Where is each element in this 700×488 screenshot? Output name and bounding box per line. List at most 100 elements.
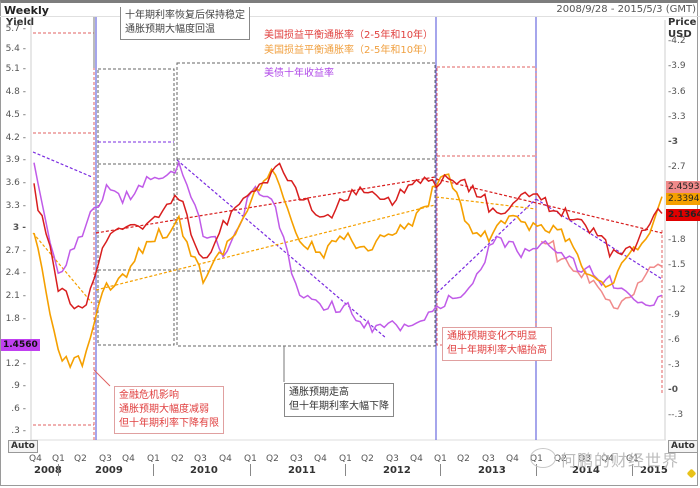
date-range: 2008/9/28 - 2015/5/3 (GMT) xyxy=(556,4,696,15)
x-quarter-label: Q1 xyxy=(147,454,160,464)
wechat-icon xyxy=(530,448,556,468)
legend-orange: 美国损益平衡通胀率（2-5年和10年） xyxy=(264,45,434,56)
left-tick: .6 - xyxy=(11,404,26,414)
x-year-separator xyxy=(153,464,154,476)
note-mid-line1: 通胀预期走高 xyxy=(289,387,349,398)
trend-purple-2 xyxy=(176,159,387,339)
trend-orange-2 xyxy=(32,232,93,304)
left-tick: 1.2 - xyxy=(5,359,26,369)
note-top-line1: 十年期利率恢复后保持稳定 xyxy=(125,10,245,21)
note-mid-line2: 但十年期利率大幅下降 xyxy=(289,401,389,412)
x-year-label: 2010 xyxy=(190,465,218,476)
right-axis-auto-button[interactable]: Auto xyxy=(668,440,698,453)
note-crisis: 金融危机影响 通胀预期大幅度减弱 但十年期利率下降有限 xyxy=(114,386,224,434)
right-tick: -.6 xyxy=(668,335,680,345)
left-tick: 3.3 - xyxy=(5,201,26,211)
right-axis-title: Price USD xyxy=(668,17,696,41)
badge-purple-last: 1.4560 xyxy=(1,339,40,351)
plot-area xyxy=(30,17,666,441)
left-tick: 5.4 - xyxy=(5,44,26,54)
x-quarter-label: Q2 xyxy=(266,454,279,464)
x-quarter-label: Q3 xyxy=(194,454,207,464)
x-year-separator xyxy=(345,464,346,476)
x-quarter-label: Q1 xyxy=(244,454,257,464)
badge-red-last: 2.1364 xyxy=(666,209,700,221)
x-quarter-label: Q1 xyxy=(626,454,639,464)
right-tick: -3.9 xyxy=(668,61,686,71)
x-quarter-label: Q4 xyxy=(219,454,232,464)
x-quarter-label: Q4 xyxy=(410,454,423,464)
trend-orange-1 xyxy=(95,204,436,291)
left-tick: 4.8 - xyxy=(5,87,26,97)
connector-crisis-note xyxy=(93,369,111,387)
trend-purple-3 xyxy=(436,198,537,294)
series-pink-line xyxy=(540,239,663,310)
note-mid: 通胀预期走高 但十年期利率大幅下降 xyxy=(284,383,394,417)
x-year-separator xyxy=(440,464,441,476)
x-quarter-label: Q4 xyxy=(314,454,327,464)
x-year-label: 2013 xyxy=(478,465,506,476)
right-tick: -.3 xyxy=(668,360,680,370)
right-tick: -4.2 xyxy=(668,36,686,46)
x-year-label: 2008 xyxy=(34,465,62,476)
badge-pink-last: 2.4593 xyxy=(666,181,700,193)
x-year-label: 2009 xyxy=(95,465,123,476)
x-quarter-label: Q4 xyxy=(29,454,42,464)
x-quarter-label: Q3 xyxy=(482,454,495,464)
left-tick: 3.6 - xyxy=(5,178,26,188)
x-year-separator xyxy=(632,464,633,476)
note-right-line1: 通胀预期变化不明显 xyxy=(447,331,537,342)
x-year-label: 2011 xyxy=(288,465,316,476)
right-tick: --.3 xyxy=(668,410,684,420)
x-quarter-label: Q1 xyxy=(339,454,352,464)
right-tick: -3 xyxy=(668,137,678,147)
header-divider xyxy=(0,16,700,17)
left-tick: 3 - xyxy=(12,223,26,233)
right-axis-title-price: Price xyxy=(668,17,697,28)
trend-purple-1 xyxy=(32,151,93,178)
x-year-label: 2014 xyxy=(572,465,600,476)
left-tick: 4.5 - xyxy=(5,110,26,120)
x-quarter-label: Q2 xyxy=(74,454,87,464)
x-quarter-label: Q4 xyxy=(601,454,614,464)
range-box-grey-1 xyxy=(97,68,175,346)
x-quarter-label: Q2 xyxy=(171,454,184,464)
right-tick: -3.6 xyxy=(668,87,686,97)
left-axis-auto-button[interactable]: Auto xyxy=(8,440,38,453)
range-box-red-1 xyxy=(33,32,95,440)
x-quarter-label: Q2 xyxy=(457,454,470,464)
x-quarter-label: Q4 xyxy=(122,454,135,464)
x-quarter-label: Q3 xyxy=(386,454,399,464)
right-tick: -1.5 xyxy=(668,260,686,270)
right-tick: -1.2 xyxy=(668,285,686,295)
watermark: 何鹏的财经世界 xyxy=(560,451,680,470)
range-box-grey-2 xyxy=(176,62,436,347)
x-quarter-label: Q2 xyxy=(554,454,567,464)
legend-purple: 美债十年收益率 xyxy=(264,68,334,79)
right-tick: -3.3 xyxy=(668,112,686,122)
note-right: 通胀预期变化不明显 但十年期利率大幅抬高 xyxy=(442,327,552,361)
left-tick: 4.2 - xyxy=(5,133,26,143)
right-tick: -1.8 xyxy=(668,235,686,245)
left-tick: 2.1 - xyxy=(5,291,26,301)
badge-orange-last: 2.3394 xyxy=(666,193,700,205)
x-year-separator xyxy=(250,464,251,476)
right-tick: -0 xyxy=(668,385,678,395)
x-quarter-label: Q1 xyxy=(52,454,65,464)
x-year-separator xyxy=(536,464,537,476)
x-quarter-label: Q3 xyxy=(290,454,303,464)
left-tick: 3.9 - xyxy=(5,155,26,165)
left-tick: .3 - xyxy=(11,426,26,436)
x-quarter-label: Q4 xyxy=(506,454,519,464)
legend-red: 美国损益平衡通胀率（2-5年和10年） xyxy=(264,30,434,41)
left-tick: 2.7 - xyxy=(5,246,26,256)
left-tick: 5.7 - xyxy=(5,24,26,34)
x-year-label: 2015 xyxy=(640,465,668,476)
left-axis-title: Yield xyxy=(6,17,35,28)
note-right-line2: 但十年期利率大幅抬高 xyxy=(447,345,547,356)
trend-red-2 xyxy=(435,178,663,234)
x-year-label: 2012 xyxy=(383,465,411,476)
note-top-line2: 通胀预期大幅度回温 xyxy=(125,24,215,35)
x-quarter-label: Q3 xyxy=(578,454,591,464)
